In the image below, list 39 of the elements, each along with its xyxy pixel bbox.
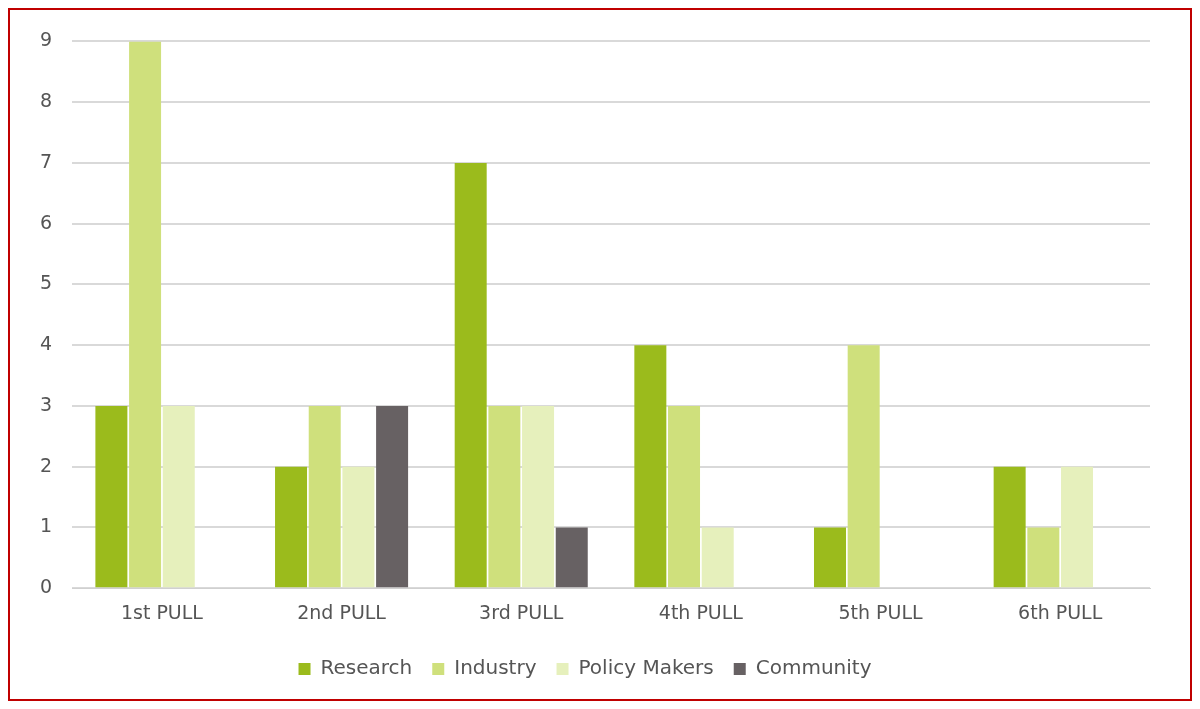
bar bbox=[814, 527, 846, 588]
bar bbox=[993, 466, 1026, 588]
bar bbox=[95, 405, 128, 588]
y-tick-label: 1 bbox=[39, 514, 53, 537]
bar bbox=[129, 41, 162, 588]
x-tick-label: 5th PULL bbox=[838, 600, 924, 623]
y-tick-label: 7 bbox=[39, 149, 53, 172]
y-tick-label: 0 bbox=[39, 575, 53, 598]
y-tick-label: 9 bbox=[39, 28, 53, 51]
bar bbox=[847, 345, 880, 588]
legend-label: Policy Makers bbox=[578, 655, 714, 680]
y-tick-label: 3 bbox=[39, 392, 53, 415]
y-tick-label: 5 bbox=[39, 271, 53, 294]
legend-label: Community bbox=[755, 655, 872, 680]
y-tick-label: 6 bbox=[39, 210, 53, 233]
bar bbox=[1027, 527, 1060, 588]
y-tick-label: 4 bbox=[39, 332, 53, 355]
bar bbox=[522, 405, 555, 588]
x-tick-label: 6th PULL bbox=[1018, 600, 1103, 623]
bar bbox=[488, 405, 521, 588]
x-tick-label: 1st PULL bbox=[120, 600, 204, 623]
bar bbox=[668, 405, 701, 588]
y-tick-label: 2 bbox=[39, 453, 53, 476]
bar bbox=[275, 466, 308, 588]
bar bbox=[634, 345, 667, 588]
bar bbox=[342, 466, 375, 588]
bar bbox=[454, 162, 487, 588]
x-tick-label: 2nd PULL bbox=[297, 600, 387, 623]
bar bbox=[162, 405, 195, 588]
bar bbox=[555, 527, 588, 588]
legend-label: Research bbox=[320, 655, 413, 680]
bar bbox=[701, 527, 734, 588]
bar bbox=[376, 405, 409, 588]
bar bbox=[1061, 466, 1094, 588]
y-tick-label: 8 bbox=[39, 89, 53, 112]
legend-label: Industry bbox=[454, 655, 537, 680]
bar bbox=[308, 405, 341, 588]
x-tick-label: 3rd PULL bbox=[479, 600, 564, 623]
x-tick-label: 4th PULL bbox=[658, 600, 744, 623]
